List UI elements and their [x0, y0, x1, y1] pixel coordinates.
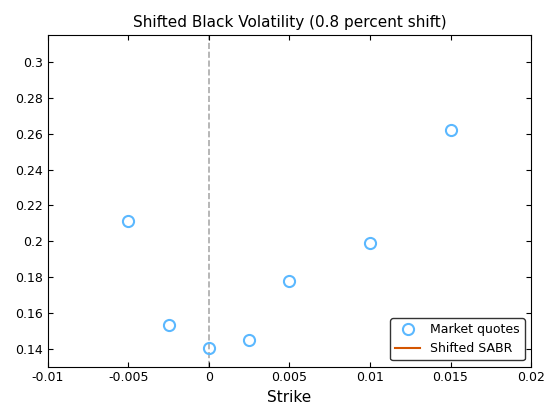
Title: Shifted Black Volatility (0.8 percent shift): Shifted Black Volatility (0.8 percent sh…	[133, 15, 446, 30]
Market quotes	[447, 128, 454, 133]
Market quotes	[286, 278, 293, 283]
Market quotes	[125, 218, 132, 223]
Market quotes	[165, 323, 172, 328]
X-axis label: Strike: Strike	[267, 390, 311, 405]
Legend: Market quotes, Shifted SABR: Market quotes, Shifted SABR	[390, 318, 525, 360]
Market quotes	[206, 345, 212, 350]
Line: Market quotes: Market quotes	[123, 125, 456, 353]
Market quotes	[367, 241, 374, 246]
Market quotes	[246, 337, 253, 342]
